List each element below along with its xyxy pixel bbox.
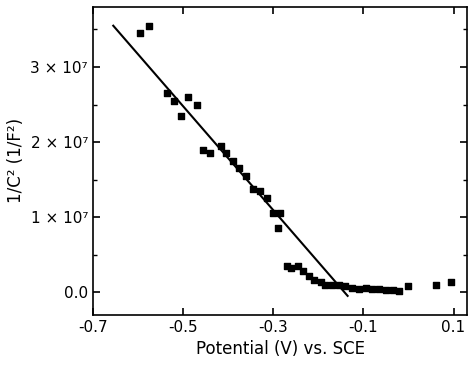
Point	[249, 186, 257, 192]
Point	[342, 283, 349, 289]
Point	[382, 287, 390, 293]
Point	[405, 283, 412, 289]
Point	[306, 273, 313, 278]
Point	[177, 113, 185, 119]
Point	[256, 188, 264, 194]
Point	[432, 282, 439, 288]
Point	[369, 286, 376, 292]
Point	[375, 286, 383, 292]
Point	[294, 263, 302, 269]
Point	[396, 288, 403, 293]
Point	[222, 150, 230, 156]
Point	[276, 210, 284, 216]
X-axis label: Potential (V) vs. SCE: Potential (V) vs. SCE	[195, 340, 365, 358]
Point	[170, 98, 178, 104]
Point	[310, 277, 318, 283]
Point	[206, 150, 214, 156]
Point	[288, 265, 295, 271]
Point	[328, 283, 336, 288]
Point	[283, 263, 291, 269]
Point	[193, 101, 201, 107]
Point	[348, 285, 356, 291]
Point	[447, 279, 455, 285]
Point	[263, 195, 270, 201]
Point	[218, 143, 225, 149]
Point	[321, 283, 329, 288]
Point	[164, 90, 171, 96]
Point	[200, 147, 207, 153]
Point	[146, 23, 153, 28]
Point	[184, 94, 191, 100]
Point	[229, 158, 237, 164]
Point	[299, 268, 306, 274]
Point	[362, 285, 369, 291]
Point	[389, 287, 396, 293]
Point	[137, 30, 144, 36]
Point	[242, 173, 250, 179]
Point	[335, 282, 342, 288]
Point	[355, 286, 363, 292]
Point	[274, 226, 282, 231]
Point	[317, 280, 324, 285]
Point	[236, 165, 243, 171]
Y-axis label: 1/C² (1/F²): 1/C² (1/F²)	[7, 118, 25, 203]
Point	[269, 210, 277, 216]
